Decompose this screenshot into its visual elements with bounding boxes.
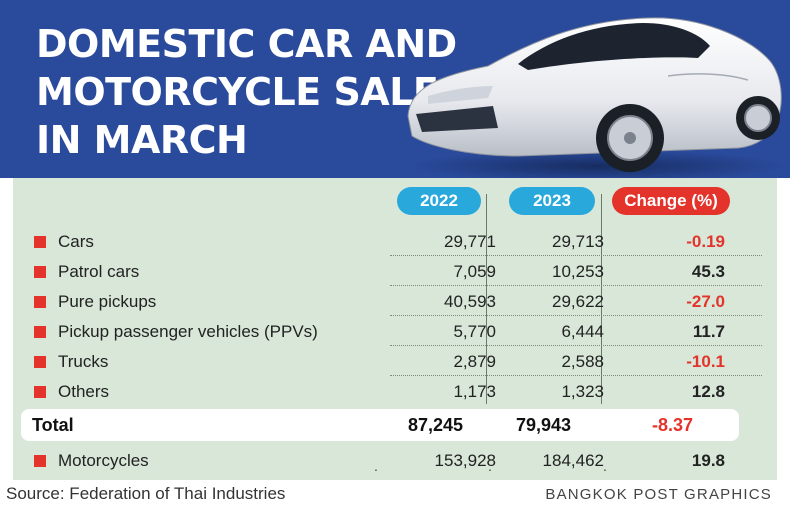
- row-divider: [390, 375, 762, 376]
- bullet-marker: [34, 455, 46, 467]
- column-header-2022: 2022: [397, 187, 481, 215]
- tick-dot: .: [488, 458, 492, 474]
- row-divider: [390, 345, 762, 346]
- car-illustration: [407, 17, 784, 182]
- title-line-3: IN MARCH: [36, 118, 248, 162]
- table-row: Cars 29,771 29,713 -0.19: [28, 227, 768, 257]
- table-row: Pure pickups 40,593 29,622 -27.0: [28, 287, 768, 317]
- table-row: Trucks 2,879 2,588 -10.1: [28, 347, 768, 377]
- row-divider: [390, 285, 762, 286]
- total-label: Total: [32, 415, 74, 435]
- value-change: -27.0: [686, 292, 725, 311]
- value-2023: 29,713: [552, 232, 604, 251]
- tick-dot: .: [603, 458, 607, 474]
- bullet-marker: [34, 326, 46, 338]
- column-divider-1: [486, 194, 487, 404]
- total-2022: 87,245: [407, 415, 463, 435]
- row-label: Patrol cars: [58, 262, 140, 281]
- chart-title: DOMESTIC CAR AND MOTORCYCLE SALES IN MAR…: [36, 20, 466, 164]
- graphics-credit: BANGKOK POST GRAPHICS: [545, 486, 772, 503]
- total-row: Total 87,245 79,943 -8.37: [21, 409, 739, 441]
- value-change: 19.8: [691, 451, 725, 470]
- value-change: 11.7: [692, 322, 725, 341]
- column-header-2023: 2023: [509, 187, 595, 215]
- source-note: Source: Federation of Thai Industries: [6, 484, 286, 503]
- value-2022: 2,879: [453, 352, 496, 371]
- title-line-1: DOMESTIC CAR AND: [36, 22, 457, 66]
- column-header-change: Change (%): [612, 187, 730, 215]
- row-divider: [390, 255, 762, 256]
- title-line-2: MOTORCYCLE SALES: [36, 70, 466, 114]
- value-2022: 5,770: [453, 322, 496, 341]
- bullet-marker: [34, 386, 46, 398]
- table-row: Others 1,173 1,323 12.8: [28, 377, 768, 407]
- total-2023: 79,943: [515, 415, 571, 435]
- table-row: Pickup passenger vehicles (PPVs) 5,770 6…: [28, 317, 768, 347]
- value-2022: 7,059: [453, 262, 496, 281]
- value-2022: 1,173: [453, 382, 496, 401]
- value-2023: 184,462: [542, 451, 604, 470]
- value-change: -0.19: [686, 232, 725, 251]
- row-divider: [390, 315, 762, 316]
- value-2023: 2,588: [561, 352, 604, 371]
- value-2023: 10,253: [552, 262, 604, 281]
- value-2023: 1,323: [561, 382, 604, 401]
- value-2023: 6,444: [561, 322, 604, 341]
- row-label: Others: [58, 382, 110, 401]
- value-change: 45.3: [691, 262, 725, 281]
- row-label: Pure pickups: [58, 292, 157, 311]
- row-label: Motorcycles: [58, 451, 149, 470]
- bullet-marker: [34, 356, 46, 368]
- row-label: Trucks: [58, 352, 109, 371]
- column-divider-2: [601, 194, 602, 404]
- value-2022: 29,771: [444, 232, 496, 251]
- value-2022: 153,928: [434, 451, 496, 470]
- total-change: -8.37: [651, 415, 693, 435]
- row-label: Pickup passenger vehicles (PPVs): [58, 322, 318, 341]
- tick-dot: .: [374, 458, 378, 474]
- value-2023: 29,622: [552, 292, 604, 311]
- value-change: 12.8: [691, 382, 725, 401]
- table-row: Patrol cars 7,059 10,253 45.3: [28, 257, 768, 287]
- row-label: Cars: [58, 232, 94, 251]
- bullet-marker: [34, 296, 46, 308]
- bullet-marker: [34, 236, 46, 248]
- motorcycles-row: Motorcycles 153,928 184,462 19.8: [28, 446, 768, 476]
- bullet-marker: [34, 266, 46, 278]
- value-2022: 40,593: [444, 292, 496, 311]
- value-change: -10.1: [686, 352, 725, 371]
